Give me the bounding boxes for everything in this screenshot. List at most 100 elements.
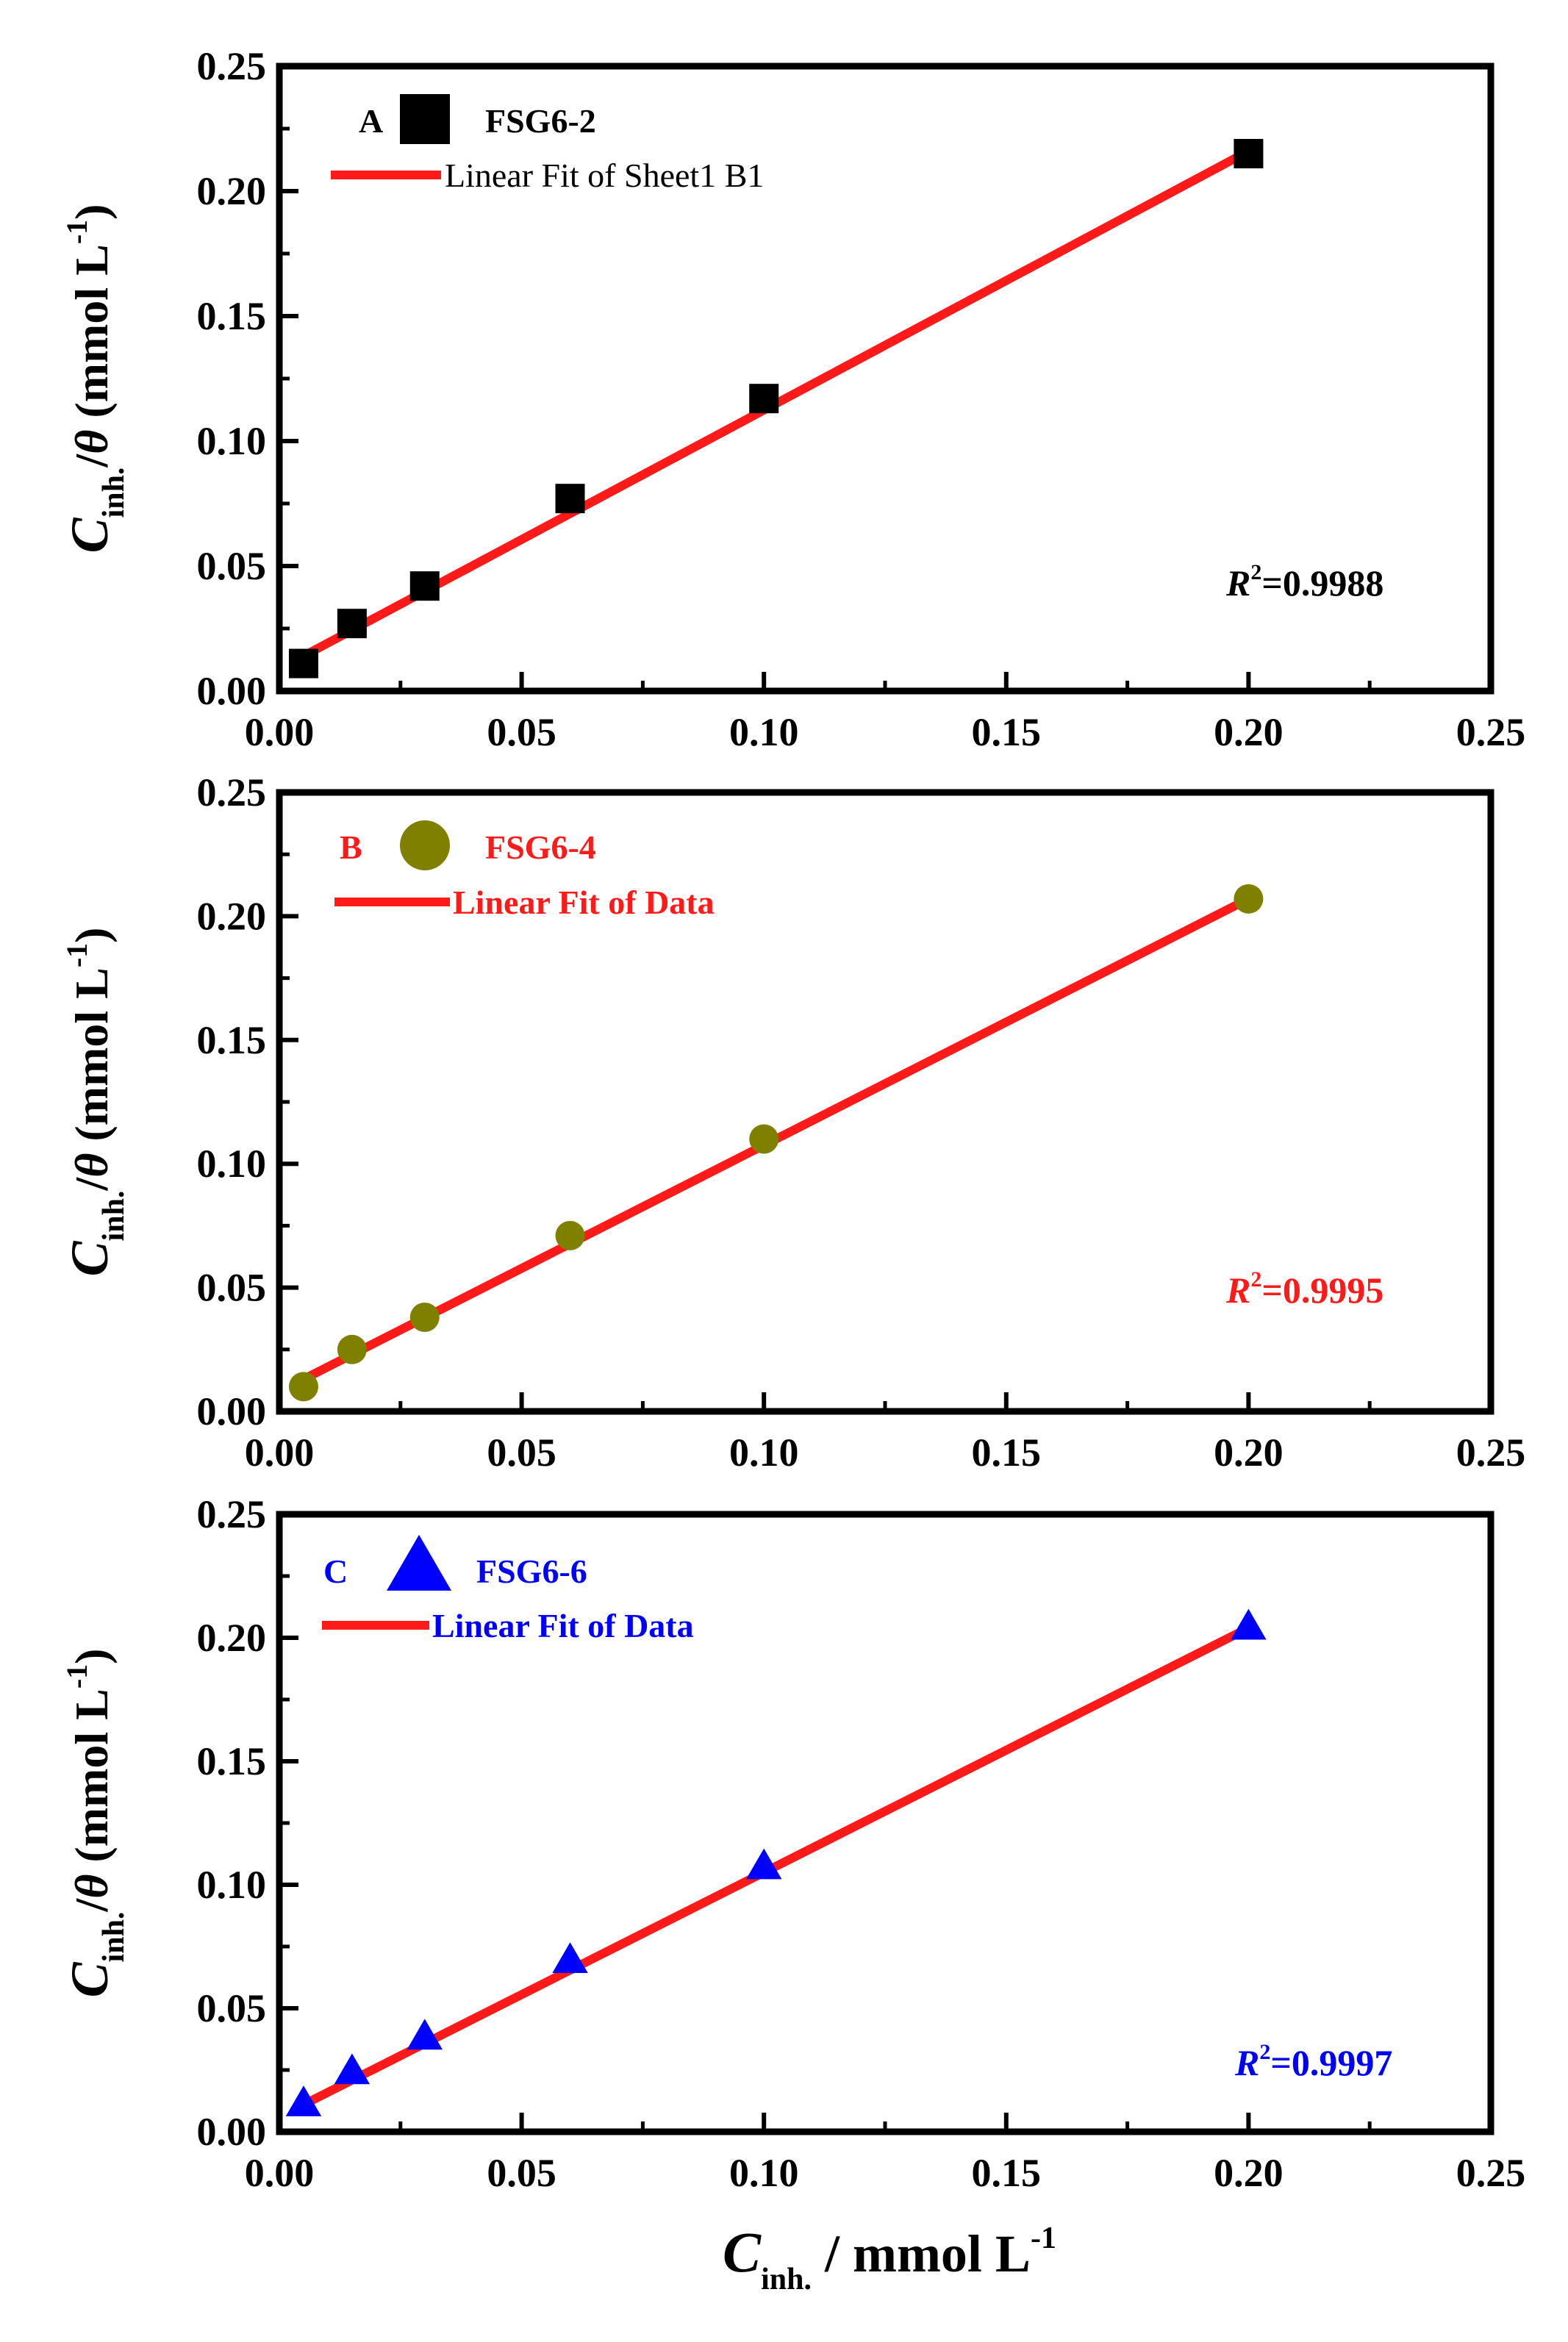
- data-point: [552, 1942, 588, 1974]
- x-tick-label: 0.05: [487, 710, 556, 754]
- data-point: [555, 1220, 585, 1250]
- x-tick-label: 0.20: [1214, 710, 1284, 754]
- panel-c: 0.00 0.05 0.10 0.15 0.20 0.25 0.00 0.05 0.10 0.15…: [60, 1492, 1525, 2195]
- r-squared: R2=0.9997: [1234, 2040, 1392, 2083]
- x-axis-title-subscript: inh.: [761, 2263, 812, 2296]
- y-tick-label: 0.10: [197, 1142, 267, 1186]
- y-axis-title-symbol: C: [60, 517, 119, 553]
- y-tick-label: 0.20: [197, 894, 267, 938]
- data-point: [288, 1372, 318, 1402]
- data-point: [337, 609, 367, 639]
- x-tick-label: 0.00: [245, 710, 315, 754]
- panel-label: A: [359, 102, 383, 140]
- y-axis-title-units: (mmol L: [65, 967, 118, 1153]
- y-axis-title: Cinh./θ (mmol L-1): [60, 1649, 131, 1998]
- y-axis-title-symbol: C: [60, 1240, 119, 1276]
- data-point: [409, 571, 440, 601]
- x-tick-label: 0.00: [245, 2151, 315, 2195]
- data-point: [1231, 1608, 1267, 1640]
- data-point: [407, 2019, 443, 2050]
- y-axis-title-theta: θ: [65, 430, 118, 454]
- y-axis-title-slash: /: [65, 1898, 118, 1913]
- y-axis-title-close: ): [65, 928, 118, 943]
- legend-marker: [387, 1534, 451, 1591]
- y-axis-title-slash: /: [65, 454, 118, 468]
- y-tick-label: 0.00: [197, 1389, 267, 1433]
- data-point: [334, 2053, 370, 2085]
- r-squared-symbol: R: [1234, 2042, 1259, 2083]
- x-tick-label: 0.15: [972, 2151, 1042, 2195]
- data-point: [746, 1848, 782, 1880]
- y-tick-label: 0.25: [197, 1492, 267, 1536]
- x-tick-label: 0.00: [245, 1430, 315, 1475]
- x-axis-title: Cinh. / mmol L-1: [723, 2220, 1056, 2296]
- data-point: [288, 648, 318, 678]
- r-squared-symbol: R: [1225, 1270, 1250, 1311]
- x-tick-label: 0.15: [972, 1430, 1042, 1475]
- y-tick-label: 0.15: [197, 294, 267, 338]
- data-point: [285, 2085, 322, 2116]
- y-axis-title-theta: θ: [65, 1874, 118, 1899]
- data-point: [1234, 139, 1264, 168]
- y-axis-title-theta: θ: [65, 1153, 118, 1178]
- y-axis-title-close: ): [65, 204, 118, 220]
- y-tick-label: 0.05: [197, 1986, 267, 2030]
- x-tick-label: 0.20: [1214, 2151, 1284, 2195]
- data-point: [1234, 884, 1264, 914]
- x-tick-label: 0.20: [1214, 1430, 1284, 1475]
- r-squared: R2=0.9995: [1225, 1267, 1383, 1311]
- x-tick-label: 0.15: [972, 710, 1042, 754]
- legend-marker: [400, 94, 450, 144]
- r-squared-value: =0.9995: [1261, 1270, 1383, 1311]
- y-tick-label: 0.00: [197, 669, 267, 713]
- fit-line: [298, 1623, 1253, 2110]
- r-squared-superscript: 2: [1259, 2040, 1270, 2064]
- x-axis-title-symbol: C: [723, 2220, 762, 2284]
- x-tick-label: 0.05: [487, 2151, 556, 2195]
- y-axis-title-symbol: C: [60, 1961, 119, 1997]
- y-tick-label: 0.05: [197, 1266, 267, 1310]
- y-axis-title-subscript: inh.: [97, 468, 131, 518]
- legend-series-name: FSG6-4: [485, 828, 596, 866]
- y-axis-title: Cinh./θ (mmol L-1): [60, 928, 131, 1277]
- y-axis-title-superscript: -1: [60, 1664, 93, 1689]
- y-tick-label: 0.20: [197, 169, 267, 213]
- y-axis-title-close: ): [65, 1649, 118, 1664]
- y-tick-label: 0.15: [197, 1018, 267, 1062]
- y-tick-label: 0.20: [197, 1616, 267, 1660]
- x-tick-label: 0.10: [729, 710, 799, 754]
- panel-b: 0.00 0.05 0.10 0.15 0.20 0.25 0.00 0.05 0.10 0.15…: [60, 770, 1525, 1475]
- legend-series-name: FSG6-6: [476, 1553, 587, 1590]
- legend-marker: [400, 820, 450, 870]
- y-tick-label: 0.10: [197, 1863, 267, 1907]
- r-squared-value: =0.9988: [1261, 562, 1383, 604]
- y-axis-title-slash: /: [65, 1177, 118, 1192]
- legend-fit-label: Linear Fit of Data: [432, 1607, 694, 1644]
- y-tick-label: 0.15: [197, 1739, 267, 1783]
- y-axis-title-superscript: -1: [60, 943, 93, 967]
- data-point: [555, 484, 585, 514]
- y-axis-title-subscript: inh.: [97, 1191, 131, 1242]
- data-point: [749, 384, 779, 414]
- x-tick-label: 0.25: [1456, 1430, 1526, 1475]
- data-point: [749, 1124, 779, 1154]
- data-point: [337, 1334, 367, 1364]
- y-tick-label: 0.25: [197, 44, 267, 88]
- x-axis-title-superscript: -1: [1031, 2221, 1056, 2255]
- legend-fit-label: Linear Fit of Data: [453, 884, 715, 921]
- y-tick-label: 0.25: [197, 770, 267, 814]
- x-tick-label: 0.25: [1456, 710, 1526, 754]
- y-axis-title: Cinh./θ (mmol L-1): [60, 204, 131, 554]
- x-tick-label: 0.05: [487, 1430, 556, 1475]
- r-squared-superscript: 2: [1250, 1267, 1261, 1292]
- legend-fit-label: Linear Fit of Sheet1 B1: [445, 157, 764, 194]
- x-axis-title-units: / mmol L: [812, 2224, 1031, 2283]
- y-axis-title-units: (mmol L: [65, 244, 118, 429]
- panel-label: C: [323, 1553, 348, 1590]
- panel-label: B: [340, 828, 362, 866]
- y-tick-label: 0.00: [197, 2110, 267, 2154]
- panel-a: 0.00 0.05 0.10 0.15 0.20 0.25 0.00 0.05 0.10 0.15…: [60, 44, 1525, 754]
- y-axis-title-subscript: inh.: [97, 1912, 131, 1963]
